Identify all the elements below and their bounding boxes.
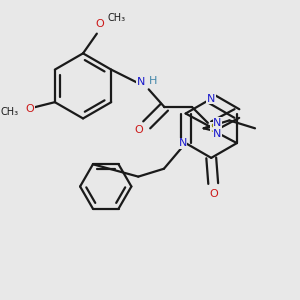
Text: N: N [213, 118, 221, 128]
Text: N: N [136, 77, 145, 87]
Text: H: H [148, 76, 157, 86]
Text: O: O [95, 19, 104, 29]
Text: N: N [178, 138, 187, 148]
Text: O: O [134, 125, 143, 135]
Text: N: N [213, 129, 221, 139]
Text: CH₃: CH₃ [0, 107, 19, 117]
Text: O: O [210, 189, 219, 200]
Text: N: N [207, 94, 215, 104]
Text: S: S [210, 122, 218, 135]
Text: O: O [26, 104, 34, 114]
Text: CH₃: CH₃ [107, 13, 126, 23]
